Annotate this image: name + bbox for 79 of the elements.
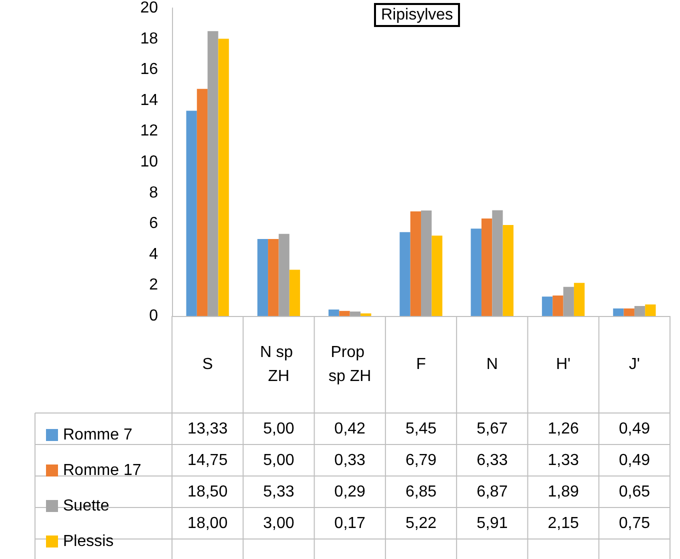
x-tick-label: J' (628, 356, 640, 373)
y-tick-label: 20 (140, 0, 158, 16)
data-label: 18,50 (188, 483, 228, 500)
data-label: 3,00 (263, 514, 294, 532)
bar (552, 296, 564, 316)
bar (563, 286, 574, 316)
bar (208, 31, 218, 316)
bar (360, 313, 372, 316)
legend-label: Suette (63, 498, 110, 514)
data-label: 6,33 (476, 452, 508, 469)
legend-label: Plessis (63, 533, 114, 550)
data-label: 6,87 (476, 483, 508, 500)
bar (645, 304, 656, 316)
y-tick-label: 4 (149, 246, 158, 263)
data-label: 2,15 (548, 514, 579, 532)
data-label: 0,17 (334, 514, 366, 532)
data-label: 0,42 (334, 420, 366, 438)
bar (218, 38, 229, 316)
data-label: 0,65 (618, 483, 650, 500)
data-label: 0,29 (334, 483, 366, 500)
bar (470, 228, 482, 316)
bar (634, 306, 646, 316)
bar (574, 282, 585, 316)
data-label: 1,33 (548, 452, 579, 469)
bar (502, 224, 514, 316)
bar (328, 310, 340, 316)
y-tick-label: 2 (149, 276, 158, 294)
data-label: 5,00 (263, 452, 294, 469)
data-label: 1,26 (548, 420, 579, 438)
data-label: 0,49 (618, 452, 650, 469)
x-tick-label: N sp ZH (260, 344, 298, 385)
data-label: 5,33 (263, 483, 294, 500)
y-tick-label: 18 (140, 30, 158, 48)
bar (410, 211, 421, 316)
bar (624, 308, 634, 316)
data-label: 0,49 (618, 420, 650, 438)
bar (432, 236, 442, 316)
data-label: 18,00 (188, 514, 228, 532)
x-tick-label: S (202, 356, 213, 373)
y-tick-label: 14 (140, 92, 158, 109)
x-tick-label: F (416, 356, 426, 373)
data-label: 5,22 (405, 514, 437, 532)
bar (613, 308, 624, 316)
bar (257, 239, 268, 316)
bar (542, 296, 553, 316)
data-label: 5,45 (405, 420, 437, 438)
legend-label: Romme 17 (63, 462, 142, 479)
legend-label: Romme 7 (63, 426, 132, 444)
bar (492, 210, 503, 316)
data-label: 6,85 (405, 483, 437, 500)
data-label: 0,33 (334, 452, 366, 469)
data-label: 13,33 (188, 420, 228, 438)
bar (278, 234, 290, 316)
y-tick-label: 16 (140, 61, 158, 78)
bar (186, 110, 197, 316)
data-label: 6,79 (405, 452, 437, 469)
bar (196, 88, 208, 316)
data-label: 5,00 (263, 420, 294, 438)
y-tick-label: 0 (149, 308, 158, 324)
bar (268, 239, 279, 316)
bar (350, 312, 361, 316)
bar (339, 310, 350, 316)
data-label: 0,75 (618, 514, 650, 532)
x-tick-label: Prop sp ZH (328, 344, 372, 385)
y-tick-label: 8 (149, 184, 158, 202)
bar (421, 210, 432, 316)
y-tick-label: 10 (140, 154, 158, 170)
bar (289, 270, 300, 316)
y-tick-label: 12 (140, 122, 158, 140)
data-label: 14,75 (188, 452, 228, 469)
x-tick-label: H' (556, 356, 571, 373)
y-tick-label: 6 (149, 215, 158, 232)
data-label: 5,67 (476, 420, 508, 438)
bar (400, 232, 410, 316)
chart-title: Ripisylves (380, 6, 454, 24)
data-label: 5,91 (476, 514, 508, 532)
data-label: 1,89 (548, 483, 579, 500)
x-tick-label: N (486, 356, 498, 373)
bar (481, 218, 492, 316)
